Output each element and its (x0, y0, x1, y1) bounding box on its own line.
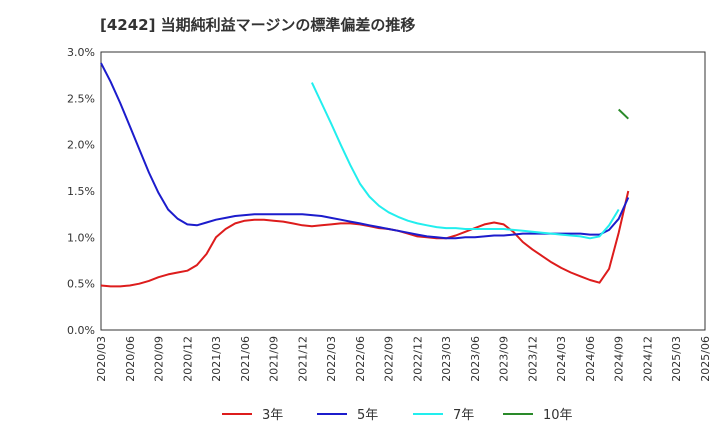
x-tick-label: 2025/06 (699, 336, 712, 382)
x-tick-label: 2022/03 (325, 336, 338, 382)
x-tick-label: 2023/03 (440, 336, 453, 382)
x-tick-label: 2021/06 (239, 336, 252, 382)
legend: 3年 5年 7年 10年 (222, 408, 573, 423)
x-tick-label: 2024/06 (584, 336, 597, 382)
x-tick-label: 2022/06 (354, 336, 367, 382)
x-tick-label: 2021/09 (268, 336, 281, 382)
x-tick-label: 2020/12 (181, 336, 194, 382)
x-tick-label: 2023/09 (498, 336, 511, 382)
x-tick-label: 2020/06 (124, 336, 137, 382)
y-tick-label: 3.0% (67, 46, 95, 59)
x-tick-label: 2021/03 (210, 336, 223, 382)
legend-label: 10年 (543, 408, 573, 423)
x-tick-label: 2024/03 (555, 336, 568, 382)
plot-area (100, 51, 706, 331)
series-layer (100, 62, 630, 288)
series-line-10年 (618, 108, 629, 120)
x-tick-label: 2022/09 (383, 336, 396, 382)
y-tick-label: 2.0% (67, 139, 95, 152)
legend-label: 3年 (262, 408, 283, 423)
x-tick-label: 2022/12 (411, 336, 424, 382)
legend-label: 5年 (357, 408, 378, 423)
x-tick-label: 2020/09 (153, 336, 166, 382)
y-tick-label: 1.0% (67, 231, 95, 244)
x-tick-label: 2025/03 (670, 336, 683, 382)
x-tick-label: 2021/12 (296, 336, 309, 382)
axis-layer: 0.0% 0.5% 1.0% 1.5% 2.0% 2.5% 3.0% 2020/03 2020/… (67, 46, 712, 382)
x-tick-label: 2024/09 (613, 336, 626, 382)
x-tick-label: 2023/12 (526, 336, 539, 382)
series-line-7年 (310, 82, 620, 240)
series-line-5年 (100, 62, 630, 240)
x-tick-label: 2020/03 (95, 336, 108, 382)
legend-label: 7年 (453, 408, 474, 423)
y-tick-label: 0.0% (67, 324, 95, 337)
y-tick-label: 2.5% (67, 92, 95, 105)
x-tick-label: 2023/06 (469, 336, 482, 382)
y-tick-label: 1.5% (67, 185, 95, 198)
chart-title: [4242] 当期純利益マージンの標準偏差の推移 (100, 16, 416, 34)
y-tick-label: 0.5% (67, 278, 95, 291)
x-tick-label: 2024/12 (641, 336, 654, 382)
